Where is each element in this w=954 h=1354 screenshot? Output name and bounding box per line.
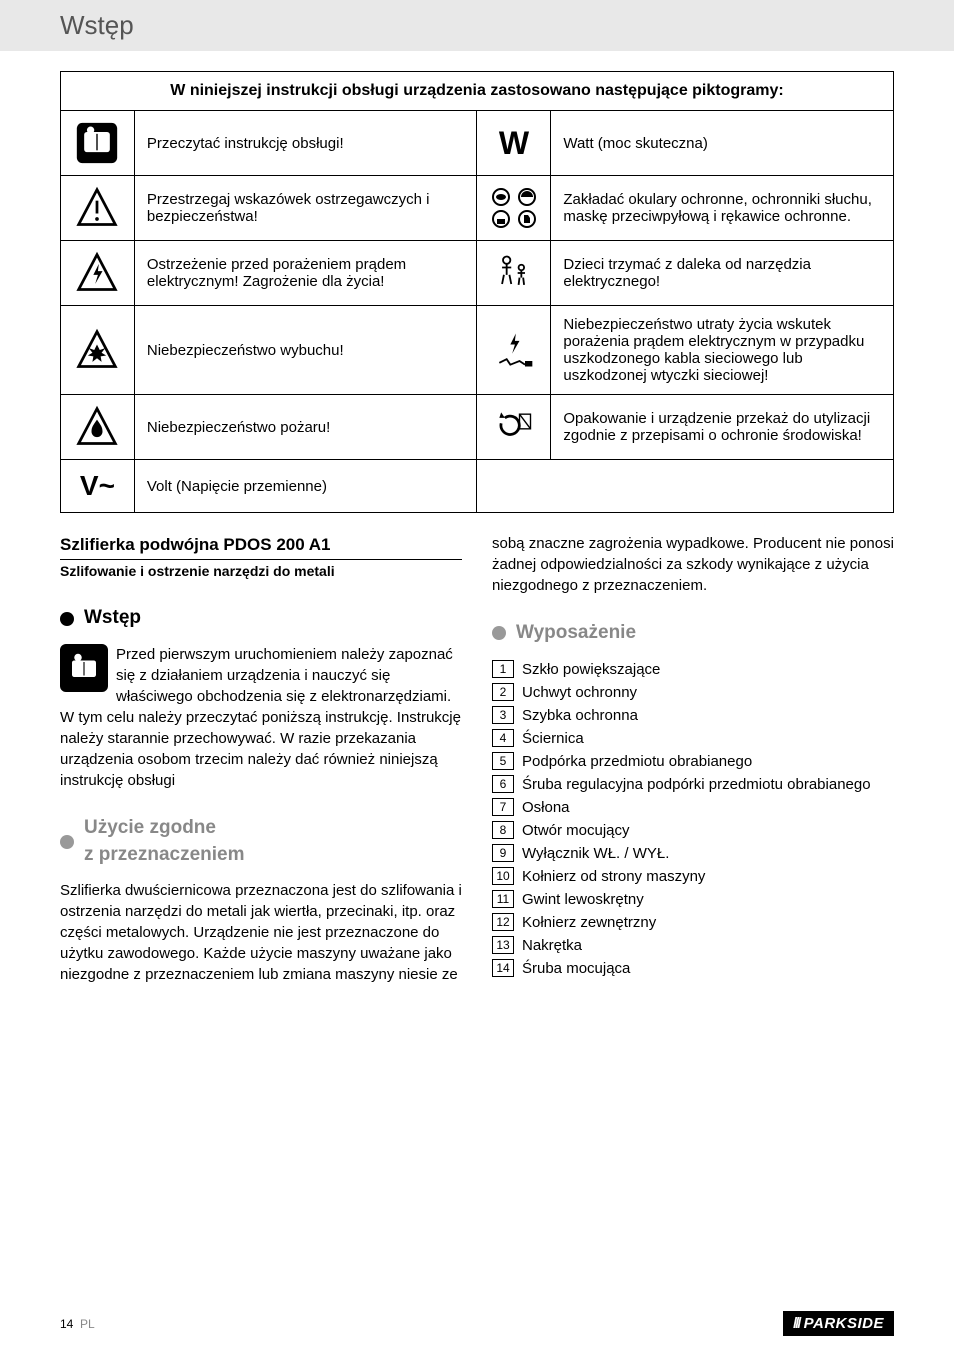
ppe-icon [477,176,551,241]
page-footer: 14 PL ///PARKSIDE [0,1311,954,1336]
children-icon [477,241,551,306]
list-item: Podpórka przedmiotu obrabianego [492,751,894,772]
list-item: Gwint lewoskrętny [492,889,894,910]
row-text: Zakładać okulary ochronne, ochronniki sł… [551,176,894,241]
row-text: Opakowanie i urządzenie przekaż do utyli… [551,395,894,460]
list-item: Szkło powiększające [492,659,894,680]
row-text: Watt (moc skuteczna) [551,111,894,176]
section-use-head: Użycie zgodnez przeznaczeniem [60,815,462,868]
row-text: Ostrzeżenie przed porażeniem prądem elek… [134,241,477,306]
left-column: Szlifierka podwójna PDOS 200 A1 Szlifowa… [60,533,462,985]
list-item: Kołnierz zewnętrzny [492,912,894,933]
section-equip-title: Wyposażenie [516,620,636,647]
product-title: Szlifierka podwójna PDOS 200 A1 [60,533,462,560]
list-item: Nakrętka [492,935,894,956]
explosion-icon [61,306,135,395]
recycle-icon [477,395,551,460]
list-item: Kołnierz od strony maszyny [492,866,894,887]
page-number: 14 [60,1317,73,1331]
row-text: Przeczytać instrukcję obsługi! [134,111,477,176]
bullet-icon [60,835,74,849]
warning-icon [61,176,135,241]
list-item: Osłona [492,797,894,818]
row-text: Niebezpieczeństwo utraty życia wskutek p… [551,306,894,395]
bullet-icon [492,626,506,640]
read-manual-icon [60,644,108,692]
section-equip-head: Wyposażenie [492,620,894,647]
cable-damage-icon [477,306,551,395]
list-item: Otwór mocujący [492,820,894,841]
row-text: Niebezpieczeństwo pożaru! [134,395,477,460]
list-item: Śruba regulacyjna podpórki przedmiotu ob… [492,774,894,795]
product-subtitle: Szlifowanie i ostrzenie narzędzi do meta… [60,562,462,582]
bullet-icon [60,612,74,626]
use-paragraph: Szlifierka dwuściernicowa przeznaczona j… [60,880,462,985]
watt-icon: W [477,111,551,176]
parts-list: Szkło powiększające Uchwyt ochronny Szyb… [492,659,894,979]
shock-icon [61,241,135,306]
row-text: Volt (Napięcie przemienne) [134,460,477,513]
list-item: Wyłącznik WŁ. / WYŁ. [492,843,894,864]
row-text: Dzieci trzymać z daleka od narzędzia ele… [551,241,894,306]
read-manual-icon [61,111,135,176]
list-item: Śruba mocująca [492,958,894,979]
intro-paragraph: Przed pierwszym uruchomieniem należy zap… [60,644,462,791]
volt-icon: V~ [61,460,135,513]
page-lang: PL [80,1317,95,1331]
section-intro-title: Wstęp [84,605,141,632]
list-item: Ściernica [492,728,894,749]
brand-logo: ///PARKSIDE [783,1311,894,1336]
list-item: Uchwyt ochronny [492,682,894,703]
right-column: sobą znaczne zagrożenia wypadkowe. Produ… [492,533,894,985]
section-use-title: Użycie zgodnez przeznaczeniem [84,815,245,868]
section-intro-head: Wstęp [60,605,462,632]
row-text: Przestrzegaj wskazówek ostrzegawczych i … [134,176,477,241]
pictogram-table: W niniejszej instrukcji obsługi urządzen… [60,71,894,513]
row-text: Niebezpieczeństwo wybuchu! [134,306,477,395]
table-title: W niniejszej instrukcji obsługi urządzen… [61,72,894,111]
page-header: Wstęp [0,0,954,51]
use-paragraph-cont: sobą znaczne zagrożenia wypadkowe. Produ… [492,533,894,596]
list-item: Szybka ochronna [492,705,894,726]
fire-icon [61,395,135,460]
